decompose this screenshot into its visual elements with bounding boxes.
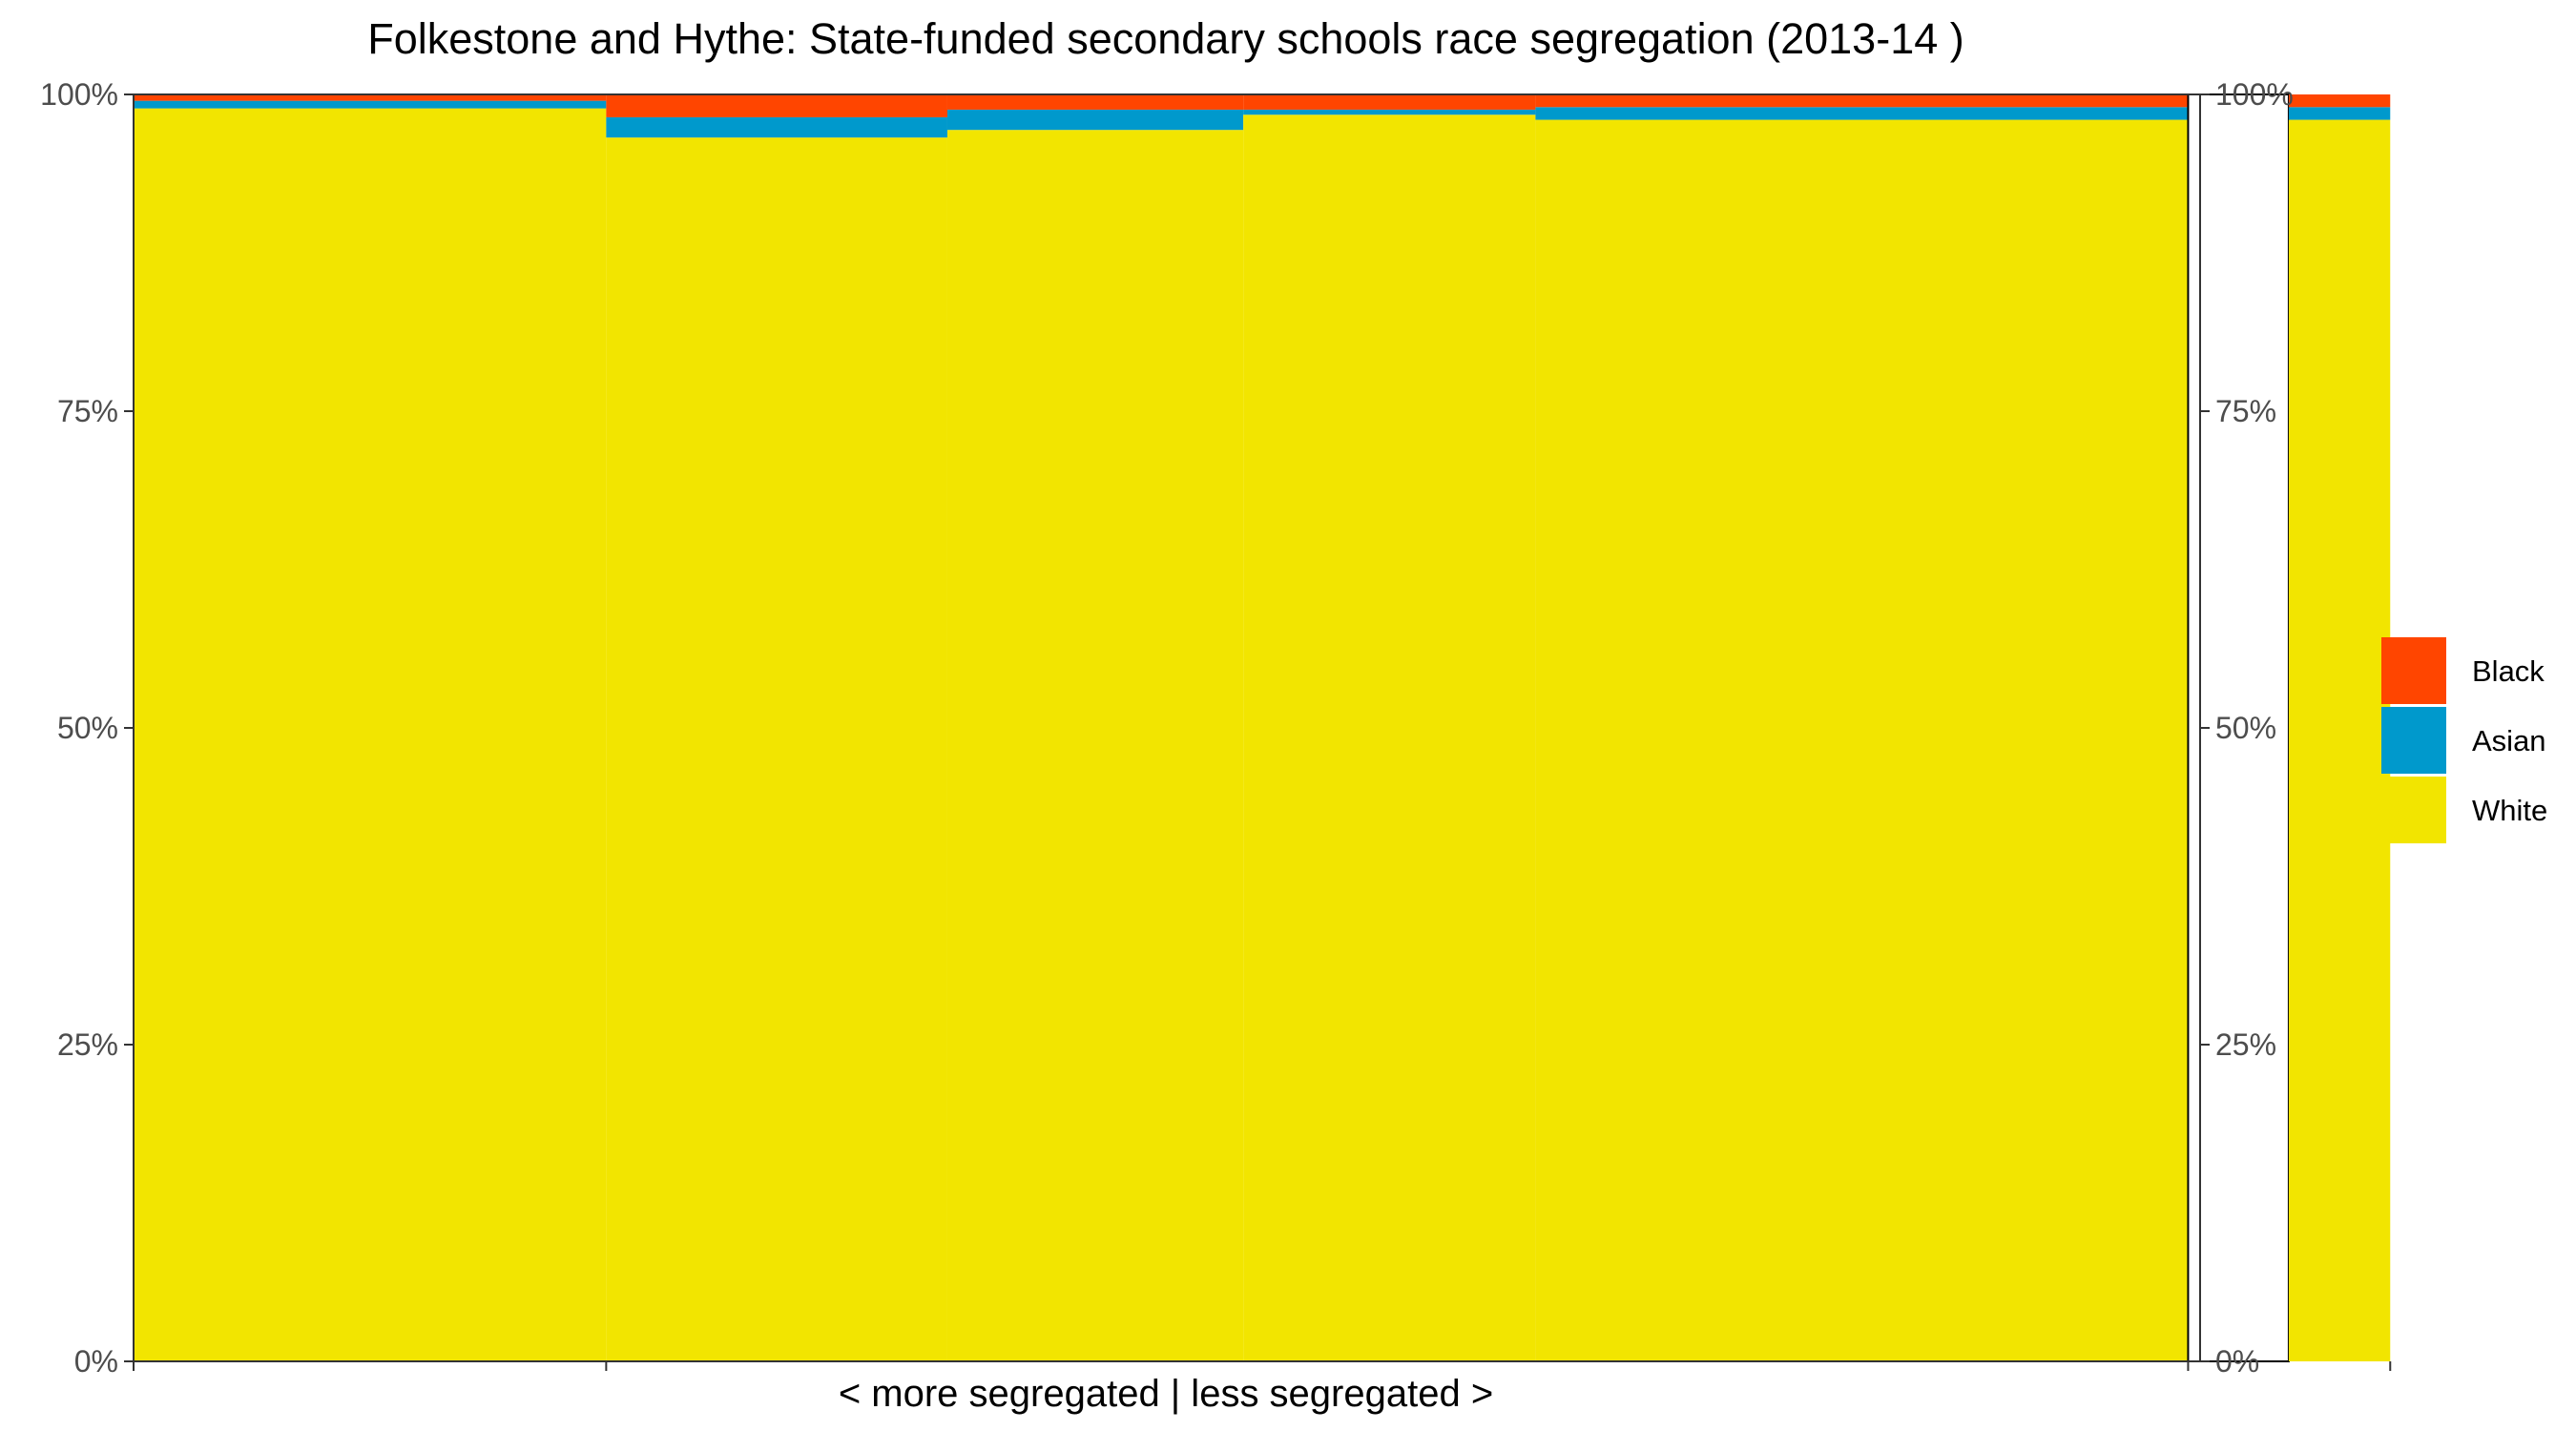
chart-title: Folkestone and Hythe: State-funded secon… [367,14,1964,63]
right-y-tick-label: 75% [2215,394,2276,428]
left-y-tick-label: 50% [57,711,118,745]
bar-2-asian-segment [606,116,947,138]
bar-7-asian-segment [2288,107,2391,120]
right-y-tick-label: 50% [2215,711,2276,745]
bar-4-asian-segment [1243,109,1536,115]
legend-key-white [2381,777,2446,843]
left-y-axis: 0% 25% 50% 75% 100% [40,77,134,1379]
bar-3-asian-segment [946,109,1244,131]
left-y-tick-label: 25% [57,1027,118,1062]
legend: Black Asian White [2381,637,2547,843]
x-axis-label: < more segregated | less segregated > [839,1373,1493,1415]
right-y-tick-label: 100% [2215,77,2294,112]
x-axis [133,1361,2392,1371]
bar-4-white-segment [1243,114,1536,1361]
bar-5-white-segment [1535,119,2189,1361]
right-y-axis: 0% 25% 50% 75% 100% [2200,77,2294,1379]
bar-4-black-segment [1243,94,1536,110]
bar-2-white-segment [606,137,947,1362]
right-y-tick-label: 0% [2215,1344,2259,1379]
right-y-tick-label: 25% [2215,1027,2276,1062]
left-y-tick-label: 75% [57,394,118,428]
bar-1-black-segment [134,94,607,101]
bar-5-black-segment [1535,94,2189,108]
bar-1-asian-segment [134,100,607,109]
bar-7-black-segment [2288,94,2391,108]
legend-key-asian [2381,707,2446,774]
bar-group [133,93,2391,1362]
bar-1-white-segment [134,108,607,1361]
left-y-tick-label: 0% [74,1344,118,1379]
legend-key-black [2381,637,2446,704]
bar-5-asian-segment [1535,107,2189,120]
left-y-tick-label: 100% [40,77,118,112]
legend-label-black: Black [2472,654,2545,688]
legend-label-white: White [2472,794,2547,827]
bar-2-black-segment [606,94,947,117]
bar-3-white-segment [946,130,1244,1362]
bar-3-black-segment [946,94,1244,110]
bar-7-white-segment [2288,119,2391,1361]
legend-label-asian: Asian [2472,724,2546,757]
